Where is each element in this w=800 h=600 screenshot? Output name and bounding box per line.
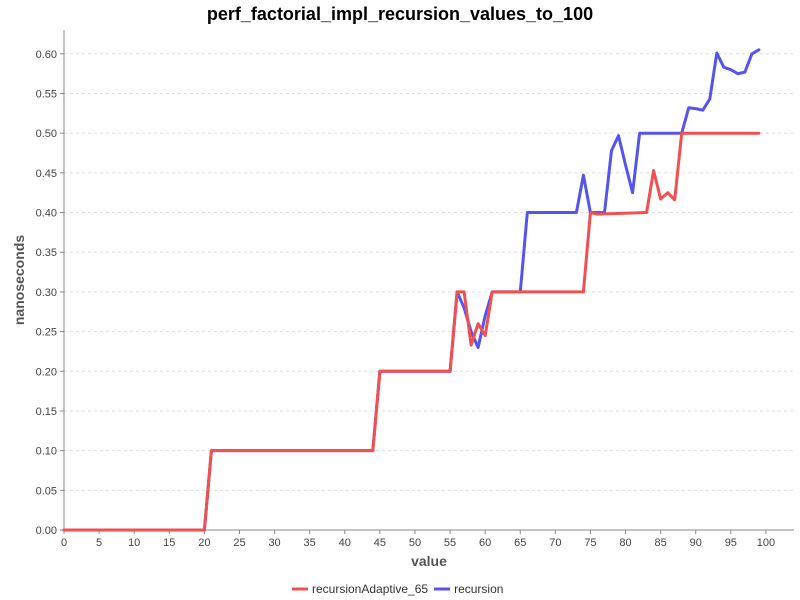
x-tick-label: 20: [198, 537, 210, 549]
series-line-recursionAdaptive_65: [62, 131, 761, 532]
legend-label-recursion: recursion: [454, 582, 503, 596]
x-tick-label: 25: [233, 537, 245, 549]
x-tick-label: 45: [374, 537, 386, 549]
y-tick-label: 0.20: [36, 366, 57, 378]
x-tick-label: 100: [757, 537, 775, 549]
x-tick-label: 10: [128, 537, 140, 549]
x-tick-label: 65: [514, 537, 526, 549]
x-tick-label: 90: [690, 537, 702, 549]
grid-lines: [64, 53, 794, 491]
y-tick-label: 0.45: [36, 168, 57, 180]
x-tick-label: 55: [444, 537, 456, 549]
x-tick-label: 75: [584, 537, 596, 549]
x-tick-label: 30: [268, 537, 280, 549]
y-tick-label: 0.10: [36, 446, 57, 458]
x-tick-label: 95: [725, 537, 737, 549]
y-tick-label: 0.00: [36, 525, 57, 537]
series-line-recursion: [62, 48, 761, 532]
y-tick-label: 0.55: [36, 88, 57, 100]
x-tick-label: 85: [655, 537, 667, 549]
x-tick-label: 5: [96, 537, 102, 549]
series-lines: [62, 48, 761, 532]
x-tick-label: 50: [409, 537, 421, 549]
y-tick-label: 0.60: [36, 49, 57, 61]
x-axis-label: value: [411, 553, 447, 569]
y-tick-label: 0.15: [36, 406, 57, 418]
y-tick-label: 0.30: [36, 287, 57, 299]
x-tick-label: 15: [163, 537, 175, 549]
x-tick-label: 70: [549, 537, 561, 549]
legend-label-recursionAdaptive_65: recursionAdaptive_65: [312, 582, 428, 596]
chart-title: perf_factorial_impl_recursion_values_to_…: [206, 4, 594, 24]
x-tick-label: 40: [339, 537, 351, 549]
axes: 0.00 0.05 0.10 0.15 0.20 0.25 0.30 0.35 0.40 0.45…: [36, 30, 794, 549]
y-axis-label: nanoseconds: [11, 235, 27, 325]
legend: recursionAdaptive_65 recursion: [292, 582, 503, 596]
y-tick-label: 0.25: [36, 327, 57, 339]
x-tick-label: 80: [619, 537, 631, 549]
y-tick-label: 0.05: [36, 485, 57, 497]
x-tick-label: 35: [304, 537, 316, 549]
y-tick-label: 0.50: [36, 128, 57, 140]
x-tick-label: 0: [61, 537, 67, 549]
y-tick-label: 0.35: [36, 247, 57, 259]
y-tick-label: 0.40: [36, 208, 57, 220]
x-tick-label: 60: [479, 537, 491, 549]
